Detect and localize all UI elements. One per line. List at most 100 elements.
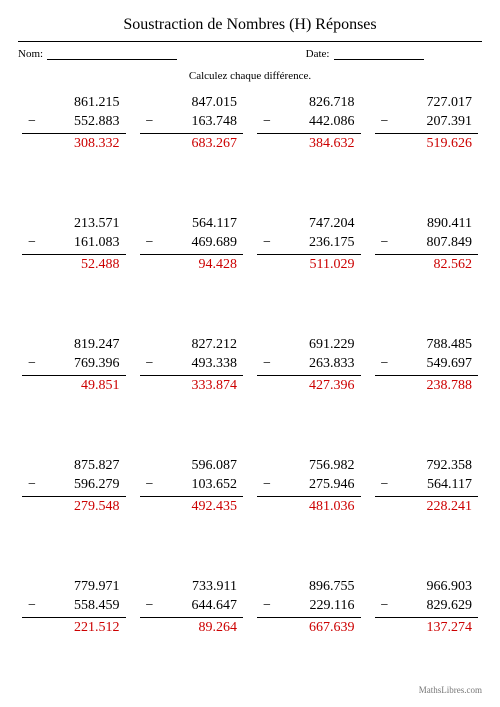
answer: 49.851: [22, 376, 126, 396]
minus-sign: −: [263, 113, 271, 132]
minus-sign: −: [146, 355, 154, 374]
answer: 279.548: [22, 497, 126, 517]
problem: 847.015−163.748683.267: [140, 94, 244, 195]
date-label: Date:: [306, 48, 330, 60]
minuend: 890.411: [375, 215, 479, 234]
minus-sign: −: [263, 597, 271, 616]
subtrahend-row: −596.279: [22, 476, 126, 497]
minus-sign: −: [381, 355, 389, 374]
minus-sign: −: [146, 476, 154, 495]
minuend: 564.117: [140, 215, 244, 234]
minuend: 826.718: [257, 94, 361, 113]
name-label: Nom:: [18, 48, 43, 60]
subtrahend: 829.629: [427, 598, 473, 613]
minuend: 756.982: [257, 457, 361, 476]
problem: 792.358− 564.117 228.241: [375, 457, 479, 558]
subtrahend-row: −493.338: [140, 355, 244, 376]
subtrahend-row: −275.946: [257, 476, 361, 497]
subtrahend: 769.396: [74, 356, 120, 371]
minus-sign: −: [381, 234, 389, 253]
subtrahend: 103.652: [192, 477, 238, 492]
subtrahend-row: − 829.629: [375, 597, 479, 618]
problem: 564.117−469.68994.428: [140, 215, 244, 316]
answer: 89.264: [140, 618, 244, 638]
minuend: 966.903: [375, 578, 479, 597]
subtrahend: 644.647: [192, 598, 238, 613]
subtrahend: 549.697: [427, 356, 473, 371]
answer: 427.396: [257, 376, 361, 396]
minus-sign: −: [263, 355, 271, 374]
minus-sign: −: [381, 597, 389, 616]
subtrahend-row: − 549.697: [375, 355, 479, 376]
minus-sign: −: [381, 476, 389, 495]
subtrahend-row: − 807.849: [375, 234, 479, 255]
subtrahend: 552.883: [74, 114, 120, 129]
problem: 875.827−596.279279.548: [22, 457, 126, 558]
minuend: 596.087: [140, 457, 244, 476]
worksheet-page: Soustraction de Nombres (H) Réponses Nom…: [0, 0, 500, 707]
subtrahend-row: − 469.689: [140, 234, 244, 255]
answer: 52.488: [22, 255, 126, 275]
subtrahend-row: −263.833: [257, 355, 361, 376]
answer: 228.241: [375, 497, 479, 517]
subtrahend: 596.279: [74, 477, 120, 492]
minuend: 691.229: [257, 336, 361, 355]
page-footer: MathsLibres.com: [18, 685, 482, 695]
minus-sign: −: [263, 234, 271, 253]
answer: 511.029: [257, 255, 361, 275]
minuend: 896.755: [257, 578, 361, 597]
problem: 861.215−552.883308.332: [22, 94, 126, 195]
date-blank[interactable]: [334, 48, 424, 60]
subtrahend: 236.175: [309, 235, 355, 250]
minuend: 847.015: [140, 94, 244, 113]
subtrahend: 469.689: [192, 235, 238, 250]
subtrahend-row: − 161.083: [22, 234, 126, 255]
problem: 890.411−807.84982.562: [375, 215, 479, 316]
answer: 384.632: [257, 134, 361, 154]
problem: 819.247−769.39649.851: [22, 336, 126, 437]
subtrahend: 558.459: [74, 598, 120, 613]
minuend: 861.215: [22, 94, 126, 113]
subtrahend: 807.849: [427, 235, 473, 250]
name-blank[interactable]: [47, 48, 177, 60]
problem: 896.755− 229.116 667.639: [257, 578, 361, 679]
answer: 683.267: [140, 134, 244, 154]
minuend: 819.247: [22, 336, 126, 355]
subtrahend-row: −442.086: [257, 113, 361, 134]
minuend: 733.911: [140, 578, 244, 597]
subtrahend: 163.748: [192, 114, 238, 129]
answer: 238.788: [375, 376, 479, 396]
answer: 519.626: [375, 134, 479, 154]
minuend: 827.212: [140, 336, 244, 355]
answer: 481.036: [257, 497, 361, 517]
problem: 756.982−275.946481.036: [257, 457, 361, 558]
minuend: 779.971: [22, 578, 126, 597]
problem: 727.017−207.391519.626: [375, 94, 479, 195]
problem: 596.087−103.652492.435: [140, 457, 244, 558]
name-field: Nom:: [18, 48, 306, 60]
problem-grid: 861.215−552.883308.332847.015−163.748683…: [18, 90, 482, 679]
subtrahend-row: − 558.459: [22, 597, 126, 618]
problem: 966.903−829.629137.274: [375, 578, 479, 679]
minus-sign: −: [146, 234, 154, 253]
answer: 667.639: [257, 618, 361, 638]
minuend: 747.204: [257, 215, 361, 234]
problem: 733.911−644.64789.264: [140, 578, 244, 679]
problem: 788.485−549.697238.788: [375, 336, 479, 437]
minus-sign: −: [28, 234, 36, 253]
minus-sign: −: [28, 597, 36, 616]
subtrahend-row: − 207.391: [375, 113, 479, 134]
minus-sign: −: [381, 113, 389, 132]
subtrahend: 161.083: [74, 235, 120, 250]
subtrahend: 229.116: [310, 598, 355, 613]
footer-right: MathsLibres.com: [419, 685, 482, 695]
subtrahend-row: − 229.116: [257, 597, 361, 618]
subtrahend: 207.391: [427, 114, 473, 129]
instruction-text: Calculez chaque différence.: [18, 70, 482, 82]
subtrahend: 564.117: [427, 477, 472, 492]
subtrahend-row: −163.748: [140, 113, 244, 134]
subtrahend-row: −644.647: [140, 597, 244, 618]
problem: 213.571−161.08352.488: [22, 215, 126, 316]
minuend: 792.358: [375, 457, 479, 476]
problem: 747.204− 236.175 511.029: [257, 215, 361, 316]
